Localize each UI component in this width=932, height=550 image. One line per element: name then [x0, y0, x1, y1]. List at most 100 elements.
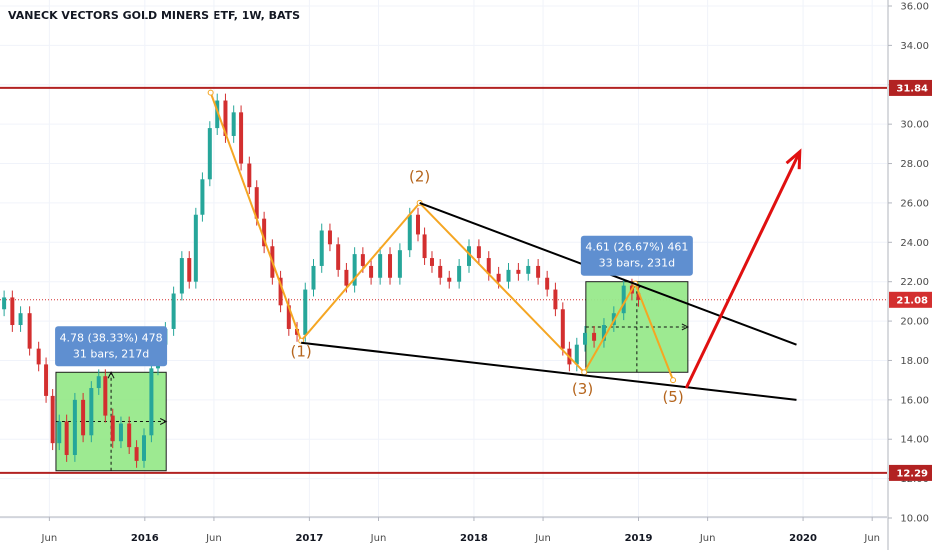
wave-label: (2)	[409, 167, 430, 185]
candle-body	[239, 112, 244, 164]
y-tick-label: 14.00	[900, 435, 929, 446]
x-tick-label: 2016	[131, 533, 159, 544]
candle-body	[378, 254, 383, 278]
candle-body	[447, 277, 452, 282]
x-tick-label: 2018	[460, 533, 488, 544]
candle-body	[262, 218, 267, 247]
x-tick-label: Jun	[370, 533, 387, 544]
projection-line	[684, 151, 802, 389]
candle-body	[360, 254, 365, 266]
x-tick-label: 2019	[625, 533, 653, 544]
x-tick-label: Jun	[205, 533, 222, 544]
measure-callout-line1: 4.78 (38.33%) 478	[60, 331, 163, 344]
trendline	[301, 341, 797, 401]
candle-body	[319, 230, 324, 266]
projection-arrow	[684, 148, 802, 389]
candle-body	[327, 230, 332, 245]
candle-body	[10, 297, 15, 326]
candle-body	[636, 293, 641, 300]
y-tick-label: 26.00	[900, 198, 929, 209]
candle-body	[583, 332, 588, 345]
candle-body	[141, 435, 146, 461]
candle-body	[311, 265, 316, 290]
candle-body	[57, 421, 62, 444]
x-tick-label: Jun	[534, 533, 551, 544]
trendlines	[301, 201, 797, 401]
candle-body	[64, 421, 69, 455]
candle-body	[545, 277, 550, 290]
measure-callout	[55, 326, 168, 367]
measure-callout-line2: 31 bars, 217d	[73, 347, 149, 360]
wave-line	[209, 92, 674, 381]
x-tick-label: 2017	[295, 533, 323, 544]
candle-body	[149, 368, 154, 436]
y-tick-label: 24.00	[900, 238, 929, 249]
candle-body	[110, 415, 115, 442]
candle-body	[278, 277, 283, 306]
candle-body	[303, 289, 308, 335]
x-tick-label: Jun	[41, 533, 58, 544]
wave-point	[670, 377, 677, 384]
wave-point	[581, 369, 588, 376]
candle-body	[422, 234, 427, 259]
measure-arrow-up	[107, 371, 115, 379]
candle-body	[134, 447, 139, 461]
candle-body	[200, 179, 205, 215]
candle-body	[179, 258, 184, 294]
time-axis[interactable]: Jun 2016 Jun 2017 Jun 2018 Jun 2019 Jun 2020 Jun	[0, 516, 887, 544]
measure-arrow-right	[681, 323, 689, 331]
candle-body	[388, 254, 393, 278]
candle-body	[286, 305, 291, 329]
horizontal-levels	[0, 86, 887, 474]
candle-body	[44, 364, 49, 396]
y-tick-label: 22.00	[900, 277, 929, 288]
y-tick-label: 34.00	[900, 41, 929, 52]
candle-body	[560, 309, 565, 349]
candle-body	[96, 376, 101, 389]
last-price-tag-label: 21.08	[896, 295, 928, 306]
candle-body	[476, 246, 481, 259]
y-tick-label: 30.00	[900, 120, 929, 131]
candle-body	[118, 423, 123, 442]
candle-body	[429, 258, 434, 266]
candle-body	[193, 214, 198, 282]
candle-body	[18, 313, 23, 326]
y-tick-label: 20.00	[900, 317, 929, 328]
level-tag	[889, 79, 932, 96]
candle-body	[223, 100, 228, 136]
candle-body	[336, 244, 341, 270]
candle-body	[536, 265, 541, 278]
wave-point	[207, 89, 214, 96]
level-tag-label: 12.29	[896, 468, 928, 479]
candle-body	[553, 289, 558, 310]
measure-callout	[580, 235, 693, 276]
x-tick-label: Jun	[863, 533, 880, 544]
price-axis[interactable]: 10.0012.0014.0016.0018.0020.0022.0024.00…	[887, 0, 932, 550]
candle-body	[81, 399, 86, 436]
candle-body	[621, 285, 626, 314]
candle-body	[526, 265, 531, 274]
candle-body	[50, 395, 55, 444]
candle-body	[601, 325, 606, 341]
candle-body	[438, 265, 443, 278]
candle-body	[103, 376, 108, 416]
wave-label: (5)	[662, 388, 683, 406]
x-tick-label: 2020	[789, 533, 817, 544]
measure-labels: 4.78 (38.33%) 478 31 bars, 217d 4.61 (26.6…	[55, 235, 693, 367]
candle-body	[207, 128, 212, 180]
x-tick-label: Jun	[699, 533, 716, 544]
candle-body	[506, 269, 511, 282]
candle-body	[516, 269, 521, 274]
candle-body	[36, 348, 41, 365]
candle-body	[72, 399, 77, 455]
candle-body	[27, 313, 32, 349]
chart-title: VANECK VECTORS GOLD MINERS ETF, 1W, BATS	[8, 9, 301, 22]
y-tick-label: 36.00	[900, 2, 929, 13]
measure-callout-line2: 33 bars, 231d	[599, 257, 675, 270]
projection-arrowhead	[785, 148, 802, 170]
candle-body	[215, 100, 220, 129]
candle-body	[171, 293, 176, 329]
y-tick-label: 28.00	[900, 159, 929, 170]
last-price-tag	[889, 291, 932, 308]
